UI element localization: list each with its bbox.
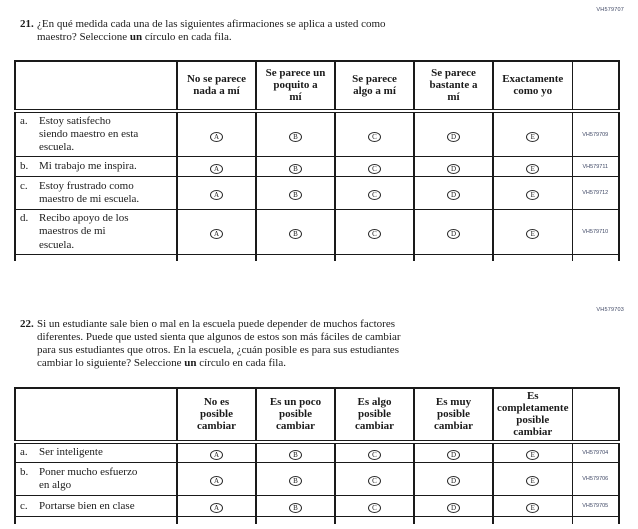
question-prompt: Si un estudiante sale bien o mal en la e…	[37, 318, 525, 369]
header-row: No es posible cambiar Es un poco posible…	[15, 387, 619, 444]
answer-bubble-e[interactable]: E	[526, 163, 540, 174]
question-21-table: No se parece nada a mí Se parece un poqu…	[14, 59, 620, 262]
column-header: Se parece un poquito a mí	[255, 60, 335, 113]
answer-bubble-a[interactable]: A	[210, 131, 223, 142]
answer-bubble-b[interactable]: B	[289, 229, 302, 240]
question-code: VH579707	[596, 7, 624, 13]
question-22-table: No es posible cambiar Es un poco posible…	[14, 386, 620, 524]
answer-bubble-a[interactable]: A	[210, 450, 223, 461]
question-22-text: 22. Si un estudiante sale bien o mal en …	[20, 318, 525, 369]
table-row: c. Estoy frustrado como maestro de mi esc…	[15, 176, 619, 211]
answer-bubble-a[interactable]: A	[210, 503, 223, 514]
answer-bubble-b[interactable]: B	[289, 476, 302, 487]
question-number: 22.	[20, 318, 34, 331]
answer-bubble-a[interactable]: A	[210, 476, 223, 487]
column-header: Se parece bastante a mí	[413, 60, 493, 113]
answer-bubble-c[interactable]: C	[368, 450, 381, 461]
answer-bubble-c[interactable]: C	[368, 190, 381, 201]
question-prompt: ¿En qué medida cada una de las siguiente…	[37, 18, 525, 44]
table-row: b. Mi trabajo me inspira. A B C D E VH579…	[15, 156, 619, 178]
column-header: Es muy posible cambiar	[413, 387, 493, 444]
answer-bubble-c[interactable]: C	[368, 163, 381, 174]
answer-bubble-e[interactable]: E	[526, 503, 540, 514]
column-header: Es algo posible cambiar	[334, 387, 414, 444]
answer-bubble-d[interactable]: D	[447, 131, 460, 142]
answer-bubble-c[interactable]: C	[368, 131, 381, 142]
statement-cell: d. Recibo apoyo de los maestros de mi esc…	[15, 209, 177, 255]
question-number: 21.	[20, 18, 34, 30]
code-header-cell	[571, 387, 619, 444]
column-header: Es completamente posible cambiar	[492, 387, 572, 444]
answer-bubble-b[interactable]: B	[289, 503, 302, 514]
answer-bubble-e[interactable]: E	[526, 450, 540, 461]
item-code: VH579712	[571, 176, 619, 211]
statement-cell: a. Ser inteligente	[15, 441, 177, 464]
column-header: Exactamente como yo	[492, 60, 572, 113]
column-header: No es posible cambiar	[176, 387, 256, 444]
answer-bubble-a[interactable]: A	[210, 190, 223, 201]
answer-bubble-d[interactable]: D	[447, 450, 460, 461]
answer-bubble-e[interactable]: E	[526, 131, 540, 142]
answer-bubble-a[interactable]: A	[210, 229, 223, 240]
answer-bubble-d[interactable]: D	[447, 190, 460, 201]
answer-bubble-b[interactable]: B	[289, 190, 302, 201]
answer-bubble-c[interactable]: C	[368, 229, 381, 240]
answer-bubble-d[interactable]: D	[447, 229, 460, 240]
answer-bubble-d[interactable]: D	[447, 503, 460, 514]
answer-bubble-b[interactable]: B	[289, 450, 302, 461]
question-21-text: 21. ¿En qué medida cada una de las sigui…	[20, 18, 525, 44]
prompt-segment: Si un estudiante sale bien o mal en la e…	[37, 318, 401, 369]
answer-bubble-e[interactable]: E	[526, 476, 540, 487]
statement-cell: b. Mi trabajo me inspira.	[15, 156, 177, 178]
table-row: a. Estoy satisfecho siendo maestro en est…	[15, 110, 619, 158]
item-code: VH579711	[571, 156, 619, 178]
answer-bubble-b[interactable]: B	[289, 131, 302, 142]
column-header: Es un poco posible cambiar	[255, 387, 335, 444]
statement-cell: a. Estoy satisfecho siendo maestro en est…	[15, 110, 177, 158]
item-code: VH579709	[571, 110, 619, 158]
prompt-bold-segment: un	[129, 30, 143, 43]
item-code: VH579710	[571, 209, 619, 255]
answer-bubble-c[interactable]: C	[368, 476, 381, 487]
answer-bubble-e[interactable]: E	[526, 229, 540, 240]
statement-cell: b. Poner mucho esfuerzo en algo	[15, 462, 177, 497]
answer-bubble-d[interactable]: D	[447, 163, 460, 174]
table-row: c. Portarse bien en clase A B C D E VH579…	[15, 495, 619, 518]
prompt-segment: círculo en cada fila.	[142, 30, 232, 43]
column-header: No se parece nada a mí	[176, 60, 256, 113]
table-row: a. Ser inteligente A B C D E VH579704	[15, 441, 619, 464]
statement-header-cell	[15, 60, 177, 113]
item-code: VH579705	[571, 495, 619, 518]
statement-cell: c. Estoy frustrado como maestro de mi esc…	[15, 176, 177, 211]
prompt-bold-segment: un	[184, 356, 197, 369]
code-header-cell	[571, 60, 619, 113]
table-row: b. Poner mucho esfuerzo en algo A B C D E…	[15, 462, 619, 497]
table-row: d. Recibo apoyo de los maestros de mi esc…	[15, 209, 619, 255]
column-header: Se parece algo a mí	[334, 60, 414, 113]
statement-header-cell	[15, 387, 177, 444]
prompt-segment: ¿En qué medida cada una de las siguiente…	[37, 18, 386, 43]
answer-bubble-d[interactable]: D	[447, 476, 460, 487]
statement-cell: c. Portarse bien en clase	[15, 495, 177, 518]
answer-bubble-a[interactable]: A	[210, 163, 223, 174]
prompt-segment: círculo en cada fila.	[196, 356, 286, 369]
answer-bubble-b[interactable]: B	[289, 163, 302, 174]
table-edge-stub	[15, 254, 619, 262]
item-code: VH579704	[571, 441, 619, 464]
table-edge-stub	[15, 516, 619, 524]
answer-bubble-e[interactable]: E	[526, 190, 540, 201]
answer-bubble-c[interactable]: C	[368, 503, 381, 514]
header-row: No se parece nada a mí Se parece un poqu…	[15, 60, 619, 113]
question-code: VH579703	[596, 307, 624, 314]
item-code: VH579706	[571, 462, 619, 497]
